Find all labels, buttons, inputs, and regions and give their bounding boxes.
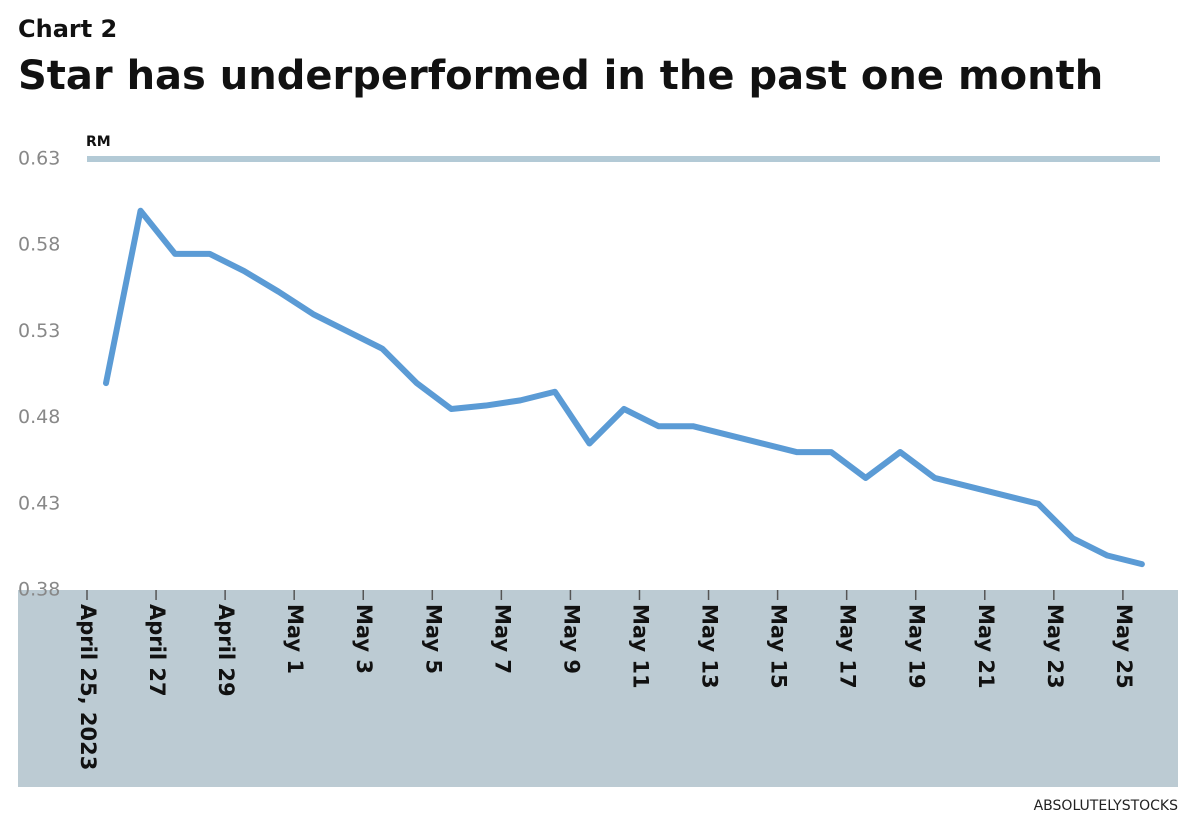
chart-label: Chart 2 [18, 15, 117, 43]
x-tick-label: April 27 [145, 604, 169, 697]
y-axis-label: RM [86, 134, 111, 150]
x-tick-label: May 9 [559, 604, 583, 674]
x-tick-label: May 19 [905, 604, 929, 689]
x-tick-label: May 11 [628, 604, 652, 689]
x-tick-label: May 1 [283, 604, 307, 674]
source: ABSOLUTELYSTOCKS [1034, 798, 1178, 814]
x-tick-label: May 5 [421, 604, 445, 674]
x-tick-label: May 17 [836, 604, 860, 689]
x-tick-label: April 29 [214, 604, 238, 697]
x-axis-panel [18, 590, 1178, 787]
x-tick-label: April 25, 2023 [76, 604, 100, 770]
y-tick-label: 0.58 [18, 234, 60, 256]
x-tick-label: May 13 [698, 604, 722, 689]
x-tick-label: May 3 [352, 604, 376, 674]
y-tick-label: 0.63 [18, 148, 60, 170]
x-tick-label: May 15 [767, 604, 791, 689]
y-tick-label: 0.43 [18, 492, 60, 514]
y-tick-label: 0.38 [18, 579, 60, 601]
x-tick-label: May 7 [490, 604, 514, 674]
y-tick-label: 0.53 [18, 320, 60, 342]
y-tick-label: 0.48 [18, 406, 60, 428]
chart-title: Star has underperformed in the past one … [18, 53, 1103, 99]
x-tick-label: May 21 [974, 604, 998, 689]
x-tick-label: May 25 [1112, 604, 1136, 689]
x-tick-label: May 23 [1043, 604, 1067, 689]
line-series [103, 207, 1145, 568]
